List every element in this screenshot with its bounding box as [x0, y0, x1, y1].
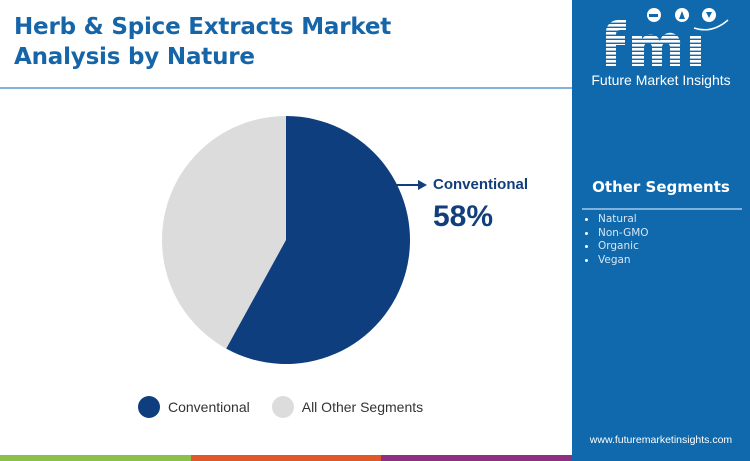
pie-chart — [162, 116, 427, 364]
legend-label: Conventional — [168, 399, 250, 415]
title-line-1: Herb & Spice Extracts Market — [14, 14, 392, 40]
fmi-logo-icon — [606, 8, 729, 66]
bar-segment-green — [0, 455, 191, 461]
callout-value: 58% — [433, 200, 494, 233]
arrow-right-icon — [418, 180, 427, 190]
segment-item: Natural — [582, 213, 649, 227]
bar-segment-orange — [190, 455, 382, 461]
segment-item: Vegan — [582, 254, 649, 268]
segment-item: Organic — [582, 240, 649, 254]
sidebar-panel — [572, 0, 750, 461]
bottom-color-bar — [0, 455, 573, 461]
segment-item: Non-GMO — [582, 227, 649, 241]
legend-item-conventional: Conventional — [138, 396, 250, 418]
other-segments-divider — [582, 208, 742, 210]
website-url: www.futuremarketinsights.com — [589, 434, 733, 446]
other-segments-title: Other Segments — [592, 178, 730, 196]
other-segments-list: Natural Non-GMO Organic Vegan — [582, 213, 649, 267]
page-title: Herb & Spice Extracts Market Analysis by… — [14, 12, 534, 72]
legend-label: All Other Segments — [301, 399, 424, 415]
title-divider — [0, 87, 572, 89]
chart-legend: Conventional All Other Segments — [138, 396, 445, 418]
callout-label: Conventional — [433, 176, 529, 193]
bar-segment-purple — [381, 455, 573, 461]
title-line-2: Analysis by Nature — [14, 44, 255, 70]
legend-item-other: All Other Segments — [271, 396, 424, 418]
brand-name: Future Market Insights — [591, 72, 731, 88]
legend-swatch — [138, 396, 160, 418]
fmi-logo: Future Market Insights — [572, 0, 750, 95]
legend-swatch — [271, 396, 294, 418]
pie-slice-conventional — [226, 116, 411, 364]
